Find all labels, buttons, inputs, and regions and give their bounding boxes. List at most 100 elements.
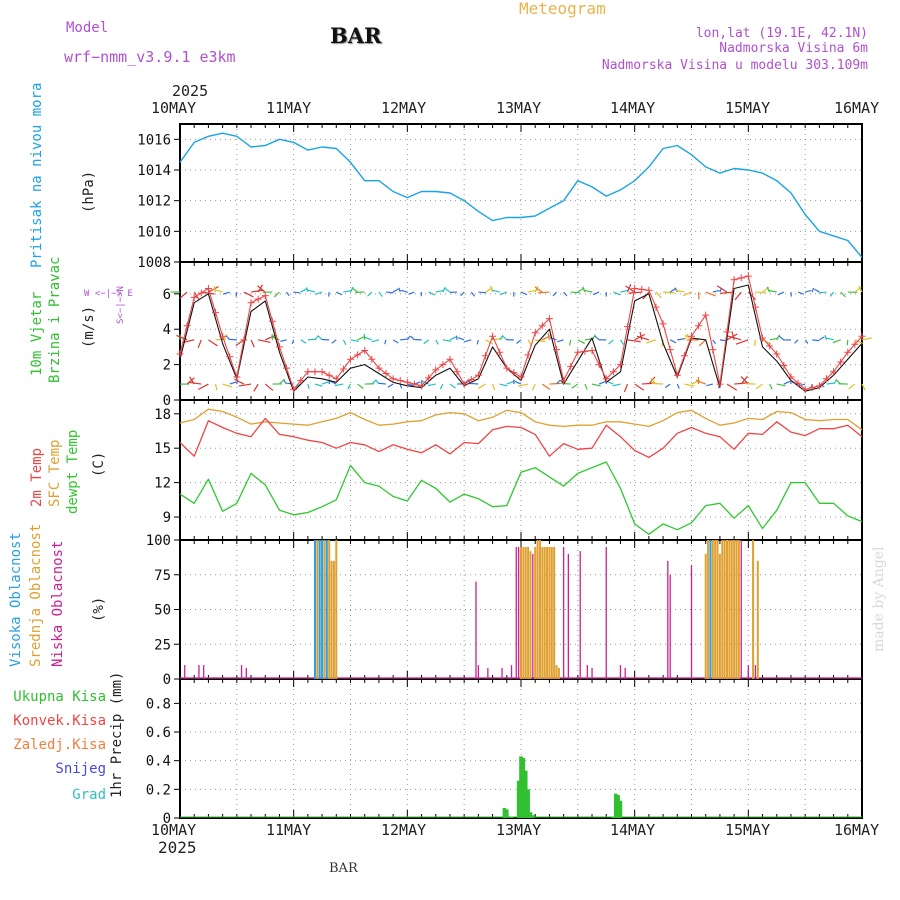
wind-direction-arrow [214,383,218,391]
wind-direction-arrow [467,379,472,385]
precip-legend-hail: Grad [72,787,106,803]
wind-direction-arrow [861,383,866,391]
wind-speed-marker [609,368,617,376]
wind-speed-marker [766,342,774,350]
wind-direction-arrow [265,334,277,341]
wind-direction-arrow [307,338,316,341]
wind-speed-marker [304,368,312,376]
wind-direction-arrow [400,338,408,341]
wind-direction-arrow [499,291,508,296]
temp-panel: 9 12 15 18 [154,399,863,541]
wind-direction-arrow [628,291,642,294]
wind-speed-marker [844,348,852,356]
wind-direction-arrow [571,383,579,389]
wind-direction-arrow [812,339,820,342]
precip-bar [502,807,507,818]
wind-direction-arrow [213,288,223,293]
wind-direction-arrow [620,289,629,293]
wind-speed-marker [538,322,546,330]
wind-speed-marker [602,375,610,383]
wind-direction-arrow [778,335,785,341]
wind-direction-arrow [625,285,635,293]
wind-direction-arrow [516,339,522,344]
wind-direction-arrow [222,291,230,295]
wind-speed-marker [574,348,582,356]
wind-direction-arrow [201,291,215,295]
wind-direction-arrow [307,289,316,293]
wind-direction-arrow [279,378,286,385]
wind-direction-arrow [442,339,452,342]
wind-direction-arrow [613,291,621,296]
wind-direction-arrow [428,291,436,296]
pressure-ytick-label: 1014 [137,163,171,179]
wind-direction-arrow [357,335,366,341]
wind-speed-marker [595,361,603,369]
wind-direction-arrow [384,339,387,345]
wind-direction-arrow [460,291,465,297]
wind-direction-arrow [767,289,777,293]
precip-legend-total: Ukupna Kisa [13,689,106,705]
wind-direction-arrow [735,339,749,345]
wind-direction-arrow [534,286,543,293]
wind-speed-marker [659,320,667,328]
wind-direction-arrow [636,335,650,341]
day-label-top-5: 15MAY [725,99,771,117]
wind-direction-arrow [408,291,415,295]
wind-direction-arrow [410,335,415,341]
wind-speed-marker [616,361,624,369]
wind-speed-marker [496,348,504,356]
wind-speed-marker [503,364,511,372]
pressure-ytick-label: 1010 [137,224,171,240]
precip-panel: 0 0.2 0.4 0.6 0.8 [146,678,863,827]
wind-direction-arrow [804,339,809,344]
day-label-bottom-2: 12MAY [381,821,427,839]
wind-direction-arrow [612,383,621,387]
wind-direction-arrow [755,383,763,390]
wind-speed-marker [261,292,269,300]
wind-direction-arrow [492,289,500,293]
wind-speed-marker [283,364,291,372]
wind-direction-arrow [364,336,373,341]
wind-ytick-label: 6 [163,287,171,303]
day-label-top-1: 11MAY [266,99,312,117]
wind-speed-marker [354,351,362,359]
day-label-top-2: 12MAY [381,99,427,117]
wind-speed-marker [467,376,475,384]
wind-speed-marker [446,355,454,363]
wind-direction-arrow [818,291,827,294]
wind-direction-arrow [280,339,287,342]
station-title: BAR [330,23,382,48]
wind-speed-marker [695,322,703,330]
wind-direction-arrow [470,382,479,385]
wind-direction-arrow [731,331,735,340]
wind-speed-marker [489,332,497,340]
wind-speed-marker [240,336,248,344]
wind-direction-arrow [449,383,456,389]
wind-direction-arrow [547,332,551,340]
wind-speed-marker [645,286,653,294]
wind-direction-arrow [541,383,551,390]
wind-direction-arrow [406,335,411,341]
wind-speed-marker [830,368,838,376]
wind-speed-marker [453,368,461,376]
precip-ytick-label: 0.2 [146,782,171,798]
model-label: Model [66,20,109,36]
wind-direction-arrow [639,331,643,340]
wind-direction-arrow [371,339,380,343]
wind-speed-marker [531,329,539,337]
wind-direction-arrow [531,383,536,391]
wind-direction-arrow [655,291,662,299]
wind-speed-marker [418,382,426,390]
wind-direction-arrow [457,337,465,341]
wind-direction-arrow [728,335,742,341]
wind-direction-arrow [776,334,781,341]
wind-direction-arrow [594,335,600,341]
wind-direction-arrow [188,381,202,385]
wind-speed-marker [680,352,688,360]
wind-speed-marker [432,366,440,374]
day-label-bottom-3: 13MAY [496,821,542,839]
wind-speed-marker [652,303,660,311]
wind-direction-arrow [314,383,323,387]
wind-direction-arrow [291,339,295,344]
